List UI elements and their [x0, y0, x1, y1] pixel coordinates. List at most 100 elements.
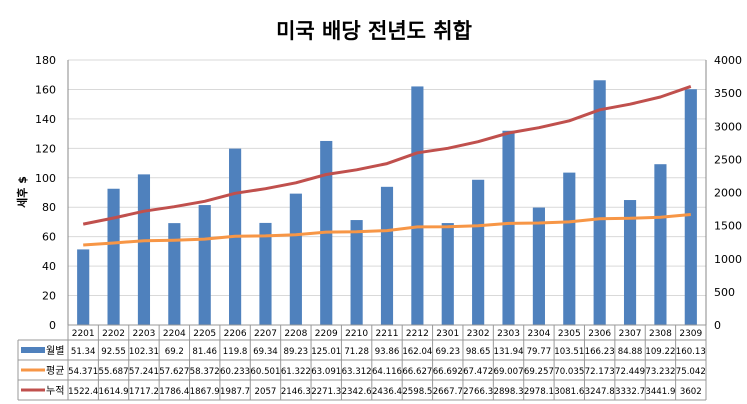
x-tick-label: 2209 [315, 329, 338, 339]
table-cell: 125.01 [311, 347, 341, 357]
table-cell: 63.312 [342, 367, 372, 377]
table-cell: 84.88 [618, 347, 643, 357]
table-cell: 61.322 [281, 367, 311, 377]
bar [563, 172, 576, 325]
table-cell: 2598.5 [402, 387, 432, 397]
table-cell: 131.94 [493, 347, 523, 357]
table-cell: 162.04 [402, 347, 432, 357]
table-cell: 98.65 [466, 347, 491, 357]
y-tick-label: 160 [35, 83, 56, 96]
table-cell: 3602 [680, 387, 702, 397]
table-cell: 1786.4 [159, 387, 189, 397]
table-cell: 1717.2 [129, 387, 159, 397]
table-cell: 66.692 [433, 367, 463, 377]
x-tick-label: 2212 [406, 329, 429, 339]
y-tick-label: 40 [42, 260, 56, 273]
table-cell: 67.472 [463, 367, 493, 377]
table-cell: 89.23 [284, 347, 309, 357]
bar [289, 193, 302, 325]
bar [593, 80, 606, 326]
x-tick-label: 2308 [649, 329, 672, 339]
table-cell: 166.23 [585, 347, 615, 357]
table-cell: 57.627 [159, 367, 189, 377]
table-cell: 69.2 [165, 347, 184, 357]
legend-label: 누적 [46, 385, 64, 397]
data-table: 2201 2202 2203 2204 2205 2206 2207 2208 2209 2210… [17, 324, 707, 401]
bar [77, 249, 90, 325]
table-cell: 75.042 [676, 367, 706, 377]
x-tick-label: 2211 [376, 329, 399, 339]
table-cell: 60.233 [220, 367, 250, 377]
y2-tick-label: 3500 [714, 87, 742, 100]
table-cell: 2766.3 [463, 387, 493, 397]
table-cell: 64.116 [372, 367, 402, 377]
lines [82, 84, 692, 247]
table-cell: 93.86 [375, 347, 400, 357]
bar [168, 223, 181, 325]
bar [654, 164, 667, 325]
table-cell: 1867.9 [190, 387, 220, 397]
y-tick-label: 80 [42, 201, 56, 214]
y-tick-label: 0 [49, 319, 56, 332]
table-cell: 2436.4 [372, 387, 402, 397]
table-cell: 2057 [255, 387, 277, 397]
y2-tick-label: 0 [714, 319, 721, 332]
table-cell: 2898.3 [493, 387, 523, 397]
table-cell: 160.13 [676, 347, 706, 357]
table-cell: 72.449 [615, 367, 645, 377]
x-tick-label: 2205 [193, 329, 216, 339]
table-cell: 57.241 [129, 367, 159, 377]
bar [532, 207, 545, 325]
x-tick-label: 2206 [224, 329, 247, 339]
table-cell: 3441.9 [645, 387, 675, 397]
series-line-평균 [83, 213, 691, 247]
x-tick-label: 2303 [497, 329, 520, 339]
bar [441, 223, 454, 325]
bar [472, 179, 485, 325]
bar [623, 200, 637, 325]
series-line-누적 [82, 84, 692, 226]
table-cell: 81.46 [192, 347, 217, 357]
table-cell: 69.257 [524, 367, 554, 377]
x-tick-label: 2202 [102, 329, 125, 339]
bar [107, 188, 120, 325]
bar [684, 89, 697, 325]
table-cell: 66.627 [402, 367, 432, 377]
y2-tick-label: 4000 [714, 54, 742, 67]
table-cell: 70.035 [554, 367, 584, 377]
table-cell: 63.091 [311, 367, 341, 377]
table-cell: 55.687 [99, 367, 129, 377]
legend-swatch-월별 [21, 347, 45, 353]
x-tick-label: 2306 [588, 329, 611, 339]
bar [198, 205, 211, 325]
y-tick-label: 100 [35, 172, 56, 185]
bars [77, 80, 697, 326]
table-cell: 2146.3 [281, 387, 311, 397]
table-cell: 73.232 [645, 367, 675, 377]
table-cell: 54.371 [68, 367, 98, 377]
table-cell: 2667.7 [433, 387, 463, 397]
x-tick-label: 2204 [163, 329, 186, 339]
x-tick-label: 2307 [619, 329, 642, 339]
table-cell: 2271.3 [311, 387, 341, 397]
table-cell: 71.28 [344, 347, 369, 357]
bar [411, 86, 424, 326]
table-cell: 60.501 [250, 367, 280, 377]
y2-tick-label: 2500 [714, 153, 742, 166]
table-cell: 72.173 [585, 367, 615, 377]
y-tick-label: 20 [42, 290, 56, 303]
y2-tick-label: 1500 [714, 220, 742, 233]
x-tick-label: 2201 [72, 329, 95, 339]
x-tick-label: 2304 [527, 329, 550, 339]
legend-label: 월별 [46, 345, 64, 357]
table-cell: 102.31 [129, 347, 159, 357]
table-cell: 79.77 [527, 347, 552, 357]
y2-tick-label: 500 [714, 286, 735, 299]
bar [502, 130, 515, 325]
table-cell: 119.8 [223, 347, 248, 357]
bar [259, 222, 272, 325]
table-cell: 51.34 [71, 347, 96, 357]
x-tick-label: 2210 [345, 329, 368, 339]
